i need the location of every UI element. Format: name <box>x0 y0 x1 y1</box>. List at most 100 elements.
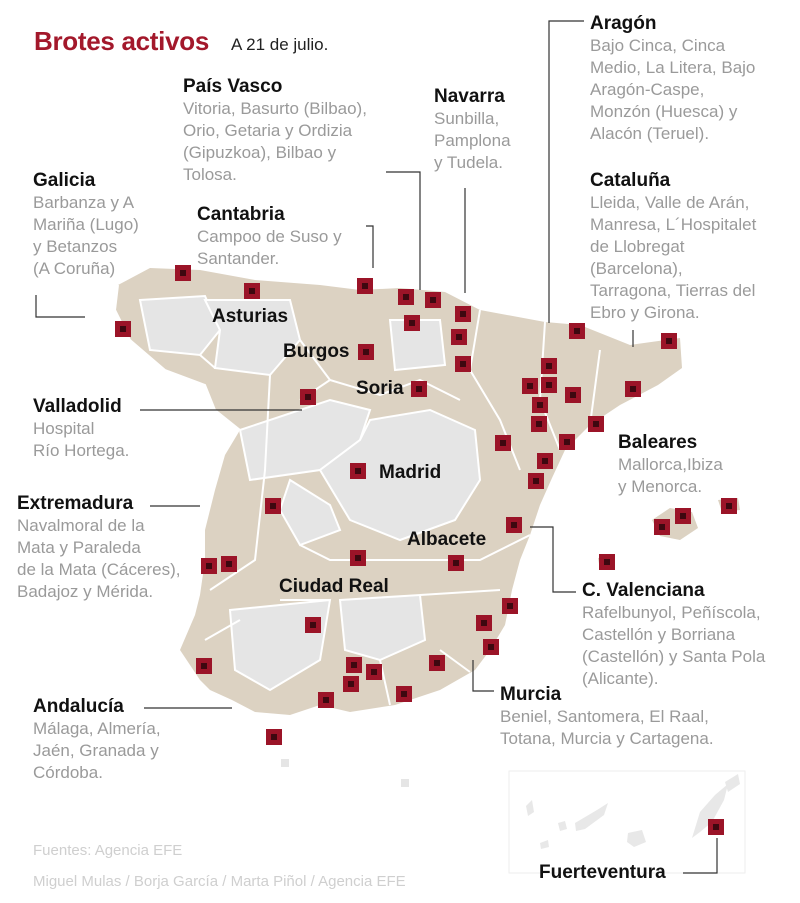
callout-galicia-line: Mariña (Lugo) <box>33 215 139 234</box>
outbreak-marker-core <box>511 522 517 528</box>
callout-c-valenciana-name: C. Valenciana <box>582 580 705 601</box>
outbreak-marker <box>531 416 547 432</box>
leader-murcia <box>472 660 494 692</box>
outbreak-marker-core <box>630 386 636 392</box>
callout-extremadura-line: de la Mata (Cáceres), <box>17 560 181 579</box>
outbreak-marker-core <box>201 663 207 669</box>
callout-c-valenciana-line: (Castellón) y Santa Pola <box>582 647 766 666</box>
outbreak-marker <box>300 389 316 405</box>
callout-fuerteventura-name: Fuerteventura <box>539 862 666 883</box>
callout-cataluna-name: Cataluña <box>590 170 671 191</box>
outbreak-marker <box>266 729 282 745</box>
callout-murcia-line: Beniel, Santomera, El Raal, <box>500 707 709 726</box>
callout-valladolid-details: Hospital Río Hortega. <box>33 418 129 462</box>
callout-navarra-name: Navarra <box>434 86 505 107</box>
small-territories <box>281 759 409 787</box>
callout-navarra: Navarra Sunbilla, Pamplona y Tudela. <box>434 85 511 174</box>
outbreak-marker-core <box>574 328 580 334</box>
map-title: Brotes activos <box>34 26 209 56</box>
canary-island-gran-canaria <box>627 830 646 847</box>
callout-baleares-line: Mallorca,Ibiza <box>618 455 723 474</box>
outbreak-marker <box>346 657 362 673</box>
outbreak-marker <box>343 676 359 692</box>
outbreak-marker <box>675 508 691 524</box>
canary-island-tenerife <box>575 803 608 831</box>
outbreak-marker <box>221 556 237 572</box>
callout-extremadura-name: Extremadura <box>17 493 134 514</box>
callout-pais-vasco-line: Tolosa. <box>183 165 237 184</box>
callout-pais-vasco-line: Orio, Getaria y Ordizia <box>183 121 353 140</box>
outbreak-marker <box>654 519 670 535</box>
callout-cataluna-line: Tarragona, Tierras del <box>590 281 756 300</box>
callout-andalucia: Andalucía Málaga, Almería, Jaén, Granada… <box>33 695 161 784</box>
outbreak-marker <box>495 435 511 451</box>
outbreak-marker-core <box>659 524 665 530</box>
callout-extremadura-line: Badajoz y Mérida. <box>17 582 154 601</box>
outbreak-marker <box>625 381 641 397</box>
callout-c-valenciana-line: Castellón y Borriana <box>582 625 736 644</box>
outbreak-marker <box>358 344 374 360</box>
outbreak-marker-core <box>371 669 377 675</box>
outbreak-marker <box>350 550 366 566</box>
callout-cataluna-line: de Llobregat <box>590 237 685 256</box>
header: Brotes activos A 21 de julio. <box>34 26 328 57</box>
map-label-ciudad-real: Ciudad Real <box>279 576 389 597</box>
callout-galicia: Galicia Barbanza y A Mariña (Lugo) y Bet… <box>33 169 139 280</box>
callout-aragon-line: Medio, La Litera, Bajo <box>590 58 756 77</box>
outbreak-marker-core <box>206 563 212 569</box>
outbreak-marker-core <box>355 468 361 474</box>
callout-murcia-name: Murcia <box>500 684 562 705</box>
callout-navarra-details: Sunbilla, Pamplona y Tudela. <box>434 108 511 174</box>
outbreak-marker-core <box>180 270 186 276</box>
outbreak-marker-core <box>270 503 276 509</box>
outbreak-marker <box>661 333 677 349</box>
callout-c-valenciana: C. Valenciana Rafelbunyol, Peñíscola, Ca… <box>582 579 765 690</box>
outbreak-marker <box>455 306 471 322</box>
callout-pais-vasco-line: (Gipuzkoa), Bilbao y <box>183 143 337 162</box>
callout-cataluna-details: Lleida, Valle de Arán, Manresa, L´Hospit… <box>590 192 756 324</box>
outbreak-marker-core <box>271 734 277 740</box>
leader-pais-vasco <box>386 171 421 290</box>
outbreak-marker-core <box>537 402 543 408</box>
canary-island-la-palma <box>526 800 534 816</box>
outbreak-marker <box>448 555 464 571</box>
callout-cataluna: Cataluña Lleida, Valle de Arán, Manresa,… <box>590 169 756 324</box>
outbreak-marker <box>350 463 366 479</box>
author-credit: Miguel Mulas / Borja García / Marta Piño… <box>33 873 406 890</box>
outbreak-marker-core <box>456 334 462 340</box>
outbreak-marker-core <box>527 383 533 389</box>
map-label-madrid: Madrid <box>379 462 442 483</box>
outbreak-marker-core <box>604 559 610 565</box>
callout-galicia-details: Barbanza y A Mariña (Lugo) y Betanzos (A… <box>33 192 139 280</box>
outbreak-marker-core <box>430 297 436 303</box>
callout-baleares-name: Baleares <box>618 432 698 453</box>
outbreak-marker-core <box>546 382 552 388</box>
callout-valladolid-name: Valladolid <box>33 396 122 417</box>
callout-extremadura-line: Navalmoral de la <box>17 516 145 535</box>
province-lugo-area <box>138 294 222 357</box>
callout-andalucia-details: Málaga, Almería, Jaén, Granada y Córdoba… <box>33 718 161 784</box>
canary-island-el-hierro <box>540 840 549 849</box>
leader-c-valenciana <box>530 526 576 593</box>
outbreak-marker-core <box>533 478 539 484</box>
callout-galicia-name: Galicia <box>33 170 96 191</box>
callout-cantabria: Cantabria Campoo de Suso y Santander. <box>197 203 342 270</box>
outbreak-marker-core <box>570 392 576 398</box>
outbreak-marker-core <box>362 283 368 289</box>
outbreak-marker-core <box>403 294 409 300</box>
outbreak-marker-core <box>481 620 487 626</box>
callout-aragon-line: Bajo Cinca, Cinca <box>590 36 726 55</box>
callout-cataluna-line: Lleida, Valle de Arán, <box>590 193 750 212</box>
leader-lines <box>35 20 718 874</box>
callout-cantabria-name: Cantabria <box>197 204 285 225</box>
melilla-shape <box>401 779 409 787</box>
callout-aragon-name: Aragón <box>590 13 657 34</box>
outbreak-marker <box>537 453 553 469</box>
callout-navarra-line: Sunbilla, <box>434 109 500 128</box>
outbreak-marker <box>265 498 281 514</box>
outbreak-marker <box>532 397 548 413</box>
canary-island-fuerteventura <box>692 784 728 838</box>
callout-cataluna-line: Ebro y Girona. <box>590 303 700 322</box>
callout-baleares: Baleares Mallorca,Ibiza y Menorca. <box>618 431 723 498</box>
